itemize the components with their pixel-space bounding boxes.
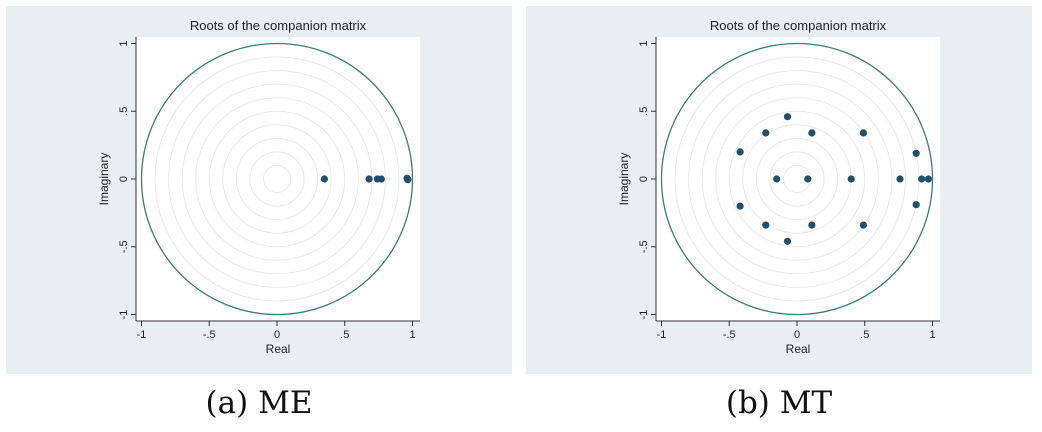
y-tick-label: 0: [638, 176, 650, 182]
y-tick-label: -.5: [638, 240, 650, 253]
root-point: [736, 148, 744, 156]
y-tick-label: -1: [118, 310, 130, 320]
y-axis-label: Imaginary: [617, 153, 631, 206]
grid-circle: [168, 70, 386, 288]
unit-circle: [660, 42, 934, 316]
grid-circle: [728, 110, 866, 248]
grid-circle: [715, 97, 879, 261]
y-tick-label: 0: [118, 176, 130, 182]
root-point: [924, 175, 932, 183]
root-plot-me: Roots of the companion matrix -1 -1 -.5 -.5 0…: [97, 18, 420, 356]
grid-circle: [755, 137, 839, 221]
y-tick-label: 1: [638, 40, 650, 46]
x-tick-label: -.5: [203, 329, 216, 341]
grid-circle: [701, 83, 893, 275]
root-point: [736, 202, 744, 210]
root-point: [912, 149, 920, 157]
y-tick-label: .5: [638, 107, 650, 116]
unit-circle: [140, 42, 414, 316]
chart-title: Roots of the companion matrix: [190, 18, 367, 33]
root-point: [808, 129, 816, 137]
x-tick-label: .5: [860, 329, 869, 341]
grid-circle: [195, 97, 359, 261]
root-point: [896, 175, 904, 183]
root-point: [808, 221, 816, 229]
caption-mt: (b) MT: [725, 385, 833, 421]
grid-circle: [208, 110, 346, 248]
root-point: [859, 129, 867, 137]
root-point: [783, 237, 792, 245]
root-point: [783, 113, 792, 121]
caption-me: (a) ME: [205, 385, 313, 421]
x-axis-label: Real: [786, 342, 811, 356]
root-point: [773, 175, 781, 183]
y-tick-label: -1: [638, 310, 650, 320]
root-point: [918, 175, 926, 183]
root-point: [404, 176, 412, 184]
root-point: [847, 175, 855, 183]
y-axis-label: Imaginary: [97, 153, 111, 206]
x-tick-label: 1: [929, 329, 935, 341]
grid-circle: [688, 70, 906, 288]
x-tick-label: 0: [794, 329, 800, 341]
grid-circle: [154, 56, 400, 302]
chart-title: Roots of the companion matrix: [710, 18, 887, 33]
grid-circle: [249, 151, 305, 207]
x-tick-label: -.5: [723, 329, 736, 341]
y-tick-label: 1: [118, 40, 130, 46]
root-point: [804, 175, 812, 183]
x-axis-label: Real: [266, 342, 291, 356]
x-tick-label: 0: [274, 329, 280, 341]
root-point: [365, 175, 373, 183]
grid-circle: [769, 151, 825, 207]
root-point: [859, 221, 867, 229]
grid-circle: [262, 164, 292, 194]
root-plot-mt: Roots of the companion matrix -1 -1 -.5 -.5 0…: [617, 18, 940, 356]
grid-circle: [222, 124, 332, 234]
grid-circle: [235, 137, 319, 221]
root-point: [912, 201, 920, 209]
chart-panel-me: Roots of the companion matrix -1 -1 -.5 -.5 0…: [6, 6, 512, 374]
y-tick-label: -.5: [118, 240, 130, 253]
chart-panel-mt: Roots of the companion matrix -1 -1 -.5 -.5 0…: [526, 6, 1032, 374]
x-tick-label: -1: [657, 329, 667, 341]
root-point: [377, 175, 385, 183]
x-tick-label: 1: [409, 329, 415, 341]
root-point: [320, 175, 328, 183]
root-point: [762, 221, 770, 229]
x-tick-label: -1: [137, 329, 147, 341]
x-tick-label: .5: [340, 329, 349, 341]
root-point: [762, 129, 770, 137]
y-tick-label: .5: [118, 107, 130, 116]
